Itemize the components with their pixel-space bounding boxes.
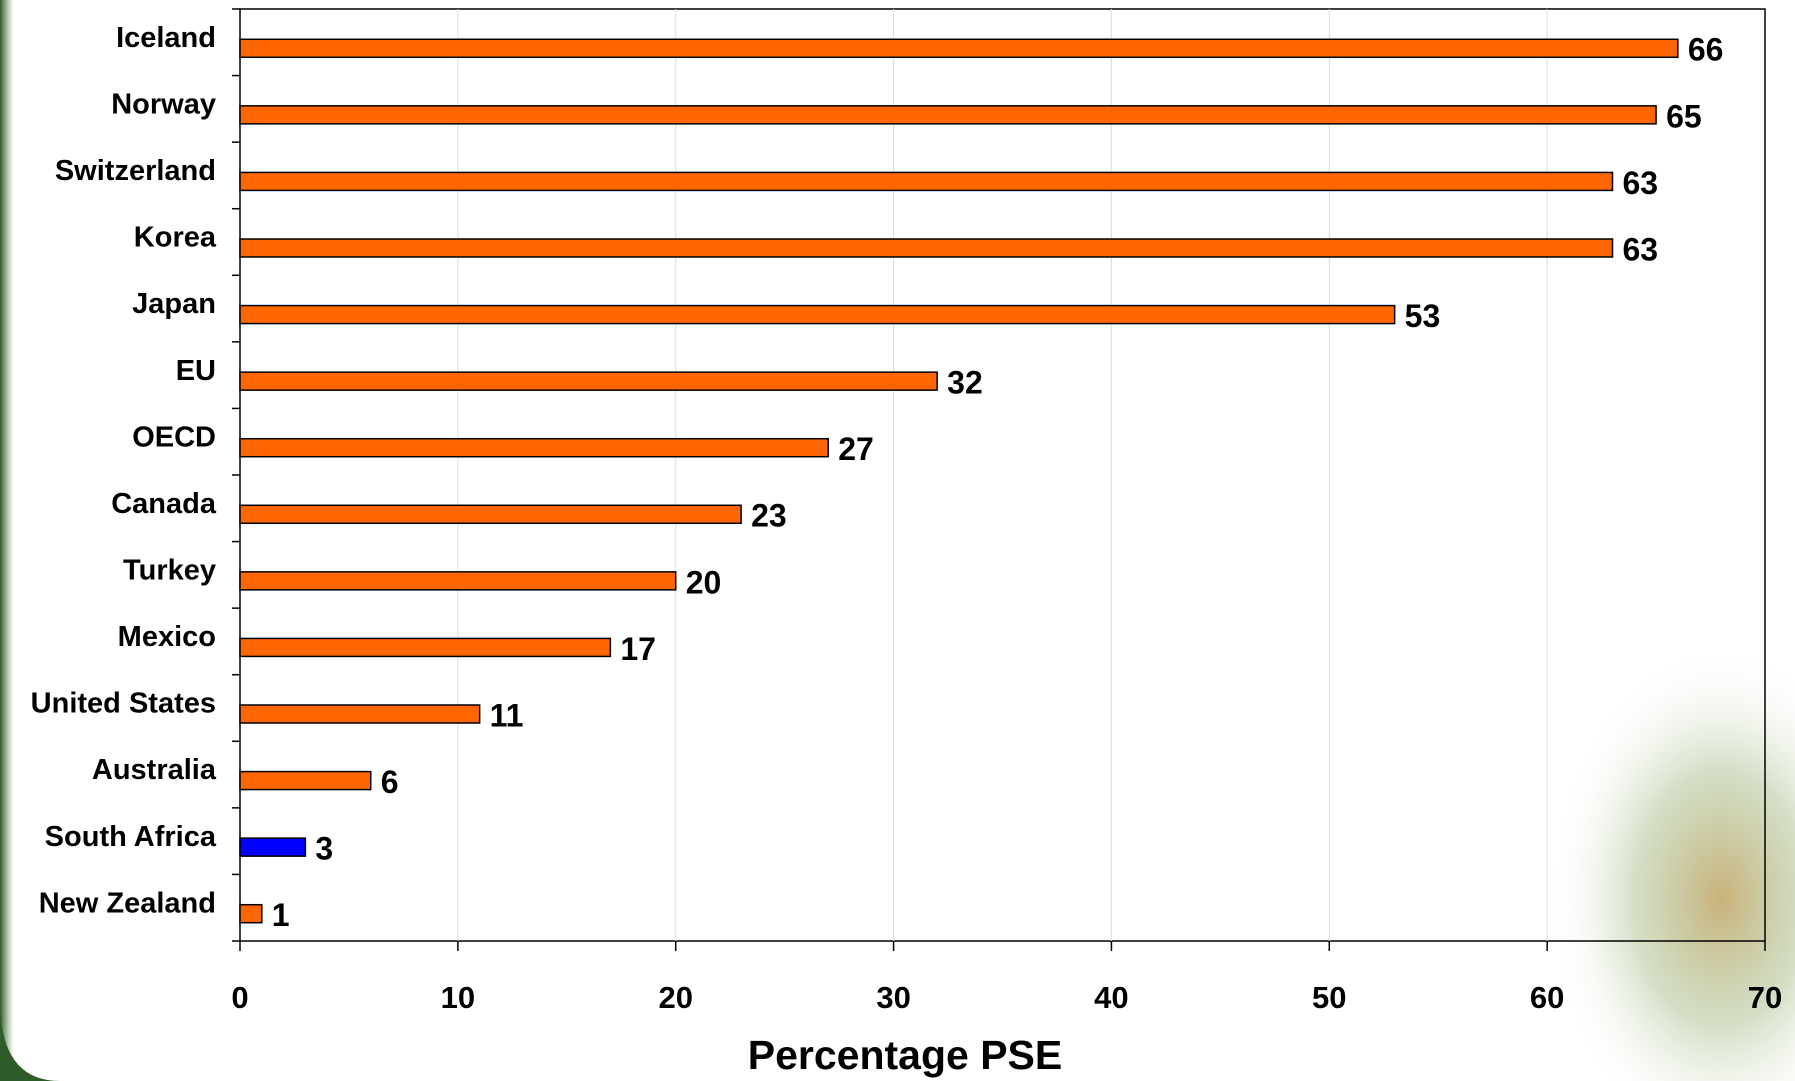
- y-tick-label: United States: [31, 688, 216, 720]
- value-label: 53: [1405, 298, 1441, 334]
- bar: [239, 105, 1657, 125]
- x-tick-label: 30: [876, 980, 910, 1015]
- y-tick-label: EU: [176, 355, 216, 387]
- y-tick-label: Australia: [92, 754, 217, 786]
- value-label: 20: [686, 564, 722, 600]
- bar: [239, 437, 829, 458]
- bar: [239, 171, 1614, 192]
- plot-area: 0 10 20 30 40 50 60 70 Iceland 66 Norway 65 Switzerl…: [31, 8, 1782, 1015]
- left-edge: [0, 0, 14, 1081]
- y-tick-label: Japan: [132, 288, 216, 320]
- value-label: 3: [315, 831, 333, 867]
- x-axis-label: Percentage PSE: [748, 1032, 1063, 1078]
- value-label: 65: [1666, 98, 1702, 134]
- y-tick-label: Iceland: [116, 22, 216, 54]
- bar: [239, 637, 612, 658]
- y-tick-label: New Zealand: [39, 887, 216, 919]
- x-tick-label: 70: [1748, 980, 1782, 1015]
- value-label: 11: [490, 697, 524, 733]
- y-tick-label: OECD: [132, 421, 216, 453]
- y-tick-label: Canada: [111, 488, 217, 520]
- bar: [239, 770, 372, 791]
- bar: [239, 704, 481, 724]
- bar: [239, 571, 677, 591]
- x-tick-label: 40: [1094, 980, 1128, 1015]
- value-label: 32: [947, 365, 983, 401]
- bar: [239, 304, 1396, 325]
- value-label: 6: [381, 764, 399, 800]
- bar: [239, 238, 1614, 258]
- y-tick-label: Norway: [111, 89, 216, 121]
- y-tick-label: Korea: [134, 222, 217, 254]
- value-label: 66: [1688, 32, 1724, 68]
- value-label: 17: [620, 631, 656, 667]
- value-label: 63: [1623, 231, 1659, 267]
- bar: [239, 837, 307, 857]
- y-tick-label: South Africa: [45, 821, 217, 853]
- bar: [239, 371, 938, 391]
- bar: [239, 504, 742, 525]
- x-tick-label: 0: [231, 980, 248, 1015]
- x-tick-label: 10: [441, 980, 475, 1015]
- y-tick-label: Mexico: [118, 621, 216, 653]
- corner: [0, 1000, 60, 1081]
- y-tick-label: Turkey: [123, 555, 216, 587]
- value-label: 23: [751, 498, 787, 534]
- x-tick-label: 60: [1530, 980, 1564, 1015]
- bar: [239, 38, 1679, 59]
- x-tick-label: 50: [1312, 980, 1346, 1015]
- value-label: 27: [838, 431, 874, 467]
- y-tick-label: Switzerland: [55, 155, 216, 187]
- x-tick-label: 20: [658, 980, 692, 1015]
- value-label: 1: [272, 897, 290, 933]
- value-label: 63: [1623, 165, 1659, 201]
- bar: [239, 903, 263, 924]
